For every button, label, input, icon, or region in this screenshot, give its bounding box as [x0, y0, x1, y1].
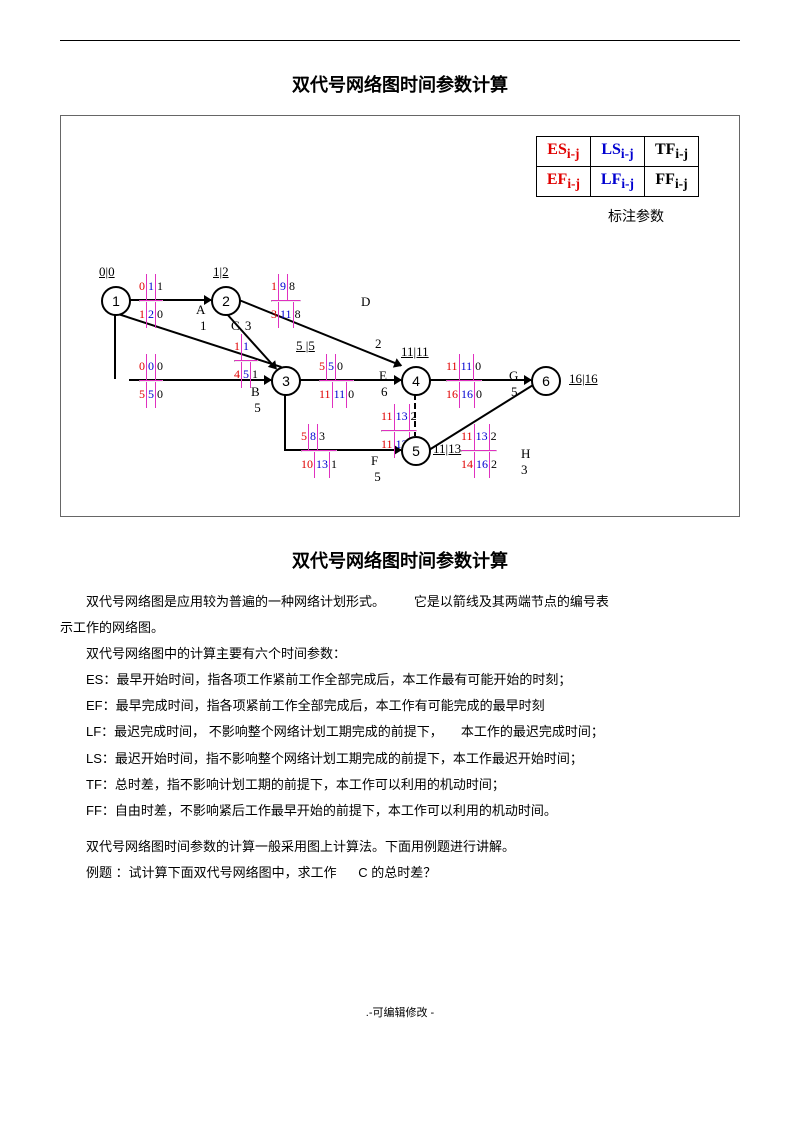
- node3-time: 5 |5: [296, 338, 315, 354]
- p10a: 例题 ：试计算下面双代号网络图中，求工作: [86, 865, 337, 880]
- label-B: B 5: [251, 384, 261, 416]
- label-G-dur: 5: [511, 384, 518, 400]
- node2-time: 1|2: [213, 264, 229, 280]
- p3: ES：最早开始时间，指各项工作紧前工作全部完成后，本工作最有可能开始的时刻；: [60, 669, 740, 691]
- node1-time: 0|0: [99, 264, 115, 280]
- network-canvas: 0|0 1|2 5 |5 11|11 11|13 16|16 1 2 3 4 5…: [101, 246, 641, 466]
- label-F: F 5: [371, 453, 381, 485]
- legend-ls: LSi-j: [590, 137, 644, 167]
- tp-B: 000 550: [139, 354, 163, 408]
- edge-3-down: [284, 394, 286, 449]
- p2: 双代号网络图中的计算主要有六个时间参数：: [60, 643, 740, 665]
- tp-D: 198 3118: [271, 274, 301, 328]
- legend-es: ESi-j: [536, 137, 590, 167]
- node-1: 1: [101, 286, 131, 316]
- p5c: 本工作的最迟完成时间；: [461, 724, 604, 739]
- footer: .-可编辑修改 -: [60, 1004, 740, 1020]
- p4: EF：最早完成时间，指各项紧前工作全部完成后，本工作有可能完成的最早时刻: [60, 695, 740, 717]
- p7: TF：总时差，指不影响计划工期的前提下，本工作可以利用的机动时间；: [60, 774, 740, 796]
- p5a: LF：最迟完成时间，: [86, 724, 205, 739]
- node-4: 4: [401, 366, 431, 396]
- node6-time: 16|16: [569, 371, 598, 387]
- label-H: H3: [521, 446, 530, 478]
- p9: 双代号网络图时间参数的计算一般采用图上计算法。下面用例题进行讲解。: [60, 836, 740, 858]
- label-A: A1: [196, 302, 207, 334]
- edge-1-down: [114, 313, 116, 379]
- tp-E: 550 11110: [319, 354, 354, 408]
- legend-lf: LFi-j: [590, 167, 644, 197]
- p5b: 不影响整个网络计划工期完成的前提下，: [209, 724, 443, 739]
- p6: LS：最迟开始时间，指不影响整个网络计划工期完成的前提下，本工作最迟开始时间；: [60, 748, 740, 770]
- p1c: 示工作的网络图。: [60, 620, 164, 635]
- label-G: G: [509, 368, 518, 384]
- p1a: 双代号网络图是应用较为普遍的一种网络计划形式。: [86, 594, 385, 609]
- p8: FF：自由时差，不影响紧后工作最早开始的前提下，本工作可以利用的机动时间。: [60, 800, 740, 822]
- label-D: D: [361, 294, 370, 310]
- sub-title: 双代号网络图时间参数计算: [60, 547, 740, 573]
- p10b: C 的总时差？: [358, 865, 436, 880]
- tp-F: 583 10131: [301, 424, 337, 478]
- tp-A: 011 120: [139, 274, 163, 328]
- node5-time: 11|13: [433, 441, 461, 457]
- top-rule: [60, 40, 740, 41]
- node-6: 6: [531, 366, 561, 396]
- tp-H: 11132 14162: [461, 424, 497, 478]
- node-3: 3: [271, 366, 301, 396]
- legend-caption: 标注参数: [608, 206, 664, 226]
- label-D-dur: 2: [375, 336, 382, 352]
- legend-ff: FFi-j: [644, 167, 698, 197]
- body-text: 双代号网络图是应用较为普遍的一种网络计划形式。 它是以箭线及其两端节点的编号表 …: [60, 591, 740, 884]
- label-C: C 3: [231, 318, 251, 334]
- node-2: 2: [211, 286, 241, 316]
- node-5: 5: [401, 436, 431, 466]
- network-diagram: ESi-j LSi-j TFi-j EFi-j LFi-j FFi-j 标注参数…: [60, 115, 740, 517]
- legend-tf: TFi-j: [644, 137, 698, 167]
- label-E: E: [379, 368, 387, 384]
- tp-C: 11 451: [234, 334, 258, 388]
- label-E-dur: 6: [381, 384, 388, 400]
- p1b: 它是以箭线及其两端节点的编号表: [414, 594, 609, 609]
- legend-ef: EFi-j: [536, 167, 590, 197]
- main-title: 双代号网络图时间参数计算: [60, 71, 740, 97]
- tp-G: 11110 16160: [446, 354, 482, 408]
- legend-table: ESi-j LSi-j TFi-j EFi-j LFi-j FFi-j: [536, 136, 699, 197]
- node4-time: 11|11: [401, 344, 429, 360]
